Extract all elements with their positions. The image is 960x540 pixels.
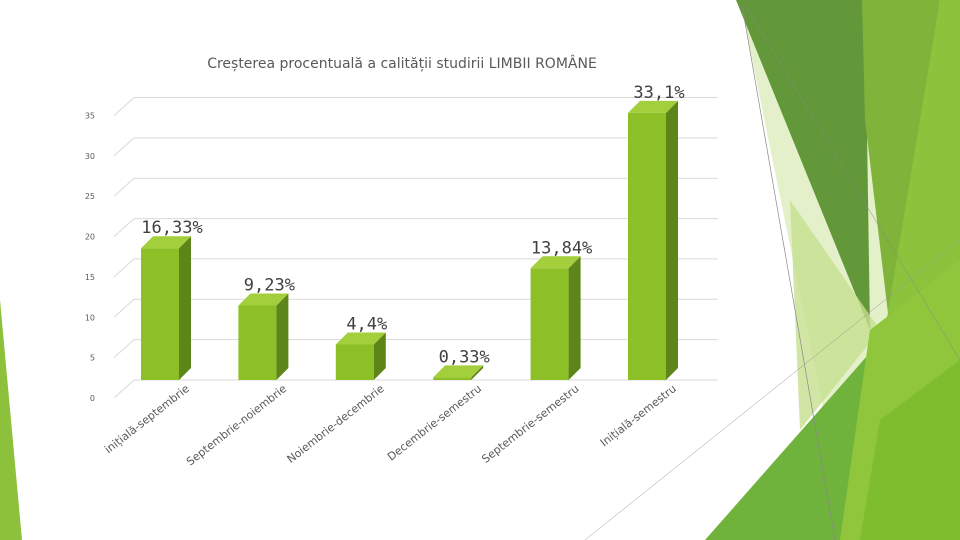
gridline-depth-5	[113, 339, 135, 359]
gridline-depth-30	[113, 137, 135, 157]
bar-side	[666, 100, 678, 380]
category-label: Septembrie-noiembrie	[184, 382, 289, 468]
deco-line-3	[584, 239, 960, 540]
bar-side	[276, 293, 289, 380]
bar-top	[238, 293, 289, 306]
data-label: 9,23%	[244, 276, 295, 296]
data-labels: 16,33% 9,23% 4,4% 0,33% 13,84% 33,1%	[141, 83, 684, 368]
category-label: Septembrie-semestru	[479, 382, 581, 466]
bar-side	[373, 332, 386, 380]
bar-front	[335, 344, 374, 380]
category-label: inițială-septembrie	[102, 382, 192, 456]
bar-side	[179, 236, 191, 380]
data-label: 4,4%	[346, 314, 387, 334]
category-labels: inițială-septembrieSeptembrie-noiembrieN…	[102, 382, 679, 468]
bar-front	[141, 248, 179, 380]
gridline-depth-35	[113, 97, 135, 116]
y-tick-label: 20	[85, 233, 95, 242]
data-label: 33,1%	[633, 83, 684, 103]
y-axis-ticks: 0 5 10 15 20 25 30 35	[85, 112, 95, 404]
gridline-depth-20	[113, 218, 135, 237]
bar-top	[530, 256, 581, 269]
bar	[628, 100, 678, 380]
deco-line-2	[744, 4, 960, 361]
y-tick-label: 10	[85, 313, 95, 322]
chart-title: Creșterea procentuală a calității studir…	[207, 54, 597, 72]
bar-front	[238, 305, 277, 380]
bar-top	[141, 236, 191, 249]
bar-front	[628, 112, 666, 380]
category-label: Decembrie-semestru	[385, 382, 484, 463]
y-tick-label: 5	[90, 354, 95, 363]
deco-line-1	[741, 4, 836, 540]
gridline-depth-25	[113, 177, 135, 197]
bar	[433, 365, 484, 380]
y-tick-label: 30	[85, 152, 95, 161]
bar-side	[568, 256, 581, 380]
data-label: 16,33%	[141, 218, 202, 238]
chart-gridlines	[113, 97, 718, 399]
bar-top	[433, 365, 484, 378]
y-tick-label: 25	[85, 192, 95, 201]
bar-front	[433, 377, 472, 380]
category-label: Noiembrie-decembrie	[285, 382, 387, 466]
deco-shape-mid	[862, 0, 940, 330]
bar-front	[530, 268, 569, 380]
y-tick-label: 15	[85, 273, 95, 282]
deco-shape-right	[885, 0, 960, 330]
gridline-depth-0	[113, 379, 135, 399]
bar-side	[471, 365, 484, 380]
data-label: 13,84%	[531, 238, 592, 258]
deco-shape-light-wedge	[790, 200, 880, 430]
bar-chart: Creșterea procentuală a calității studir…	[85, 54, 718, 468]
gridline-depth-10	[113, 298, 135, 318]
chart-bars	[141, 100, 678, 380]
y-tick-label: 35	[85, 112, 95, 121]
gridline-depth-15	[113, 258, 135, 278]
bar	[238, 293, 289, 380]
bar-top	[335, 332, 386, 345]
bar	[530, 256, 581, 380]
data-label: 0,33%	[439, 347, 490, 367]
bar	[335, 332, 386, 380]
bar	[141, 236, 191, 380]
category-label: Inițială-semestru	[598, 382, 679, 449]
deco-shape-left-sliver	[0, 300, 22, 540]
deco-shape-dark	[736, 0, 870, 330]
bar-top	[628, 100, 678, 113]
deco-shape-bottom-accent	[860, 360, 960, 540]
y-tick-label: 0	[90, 394, 95, 403]
